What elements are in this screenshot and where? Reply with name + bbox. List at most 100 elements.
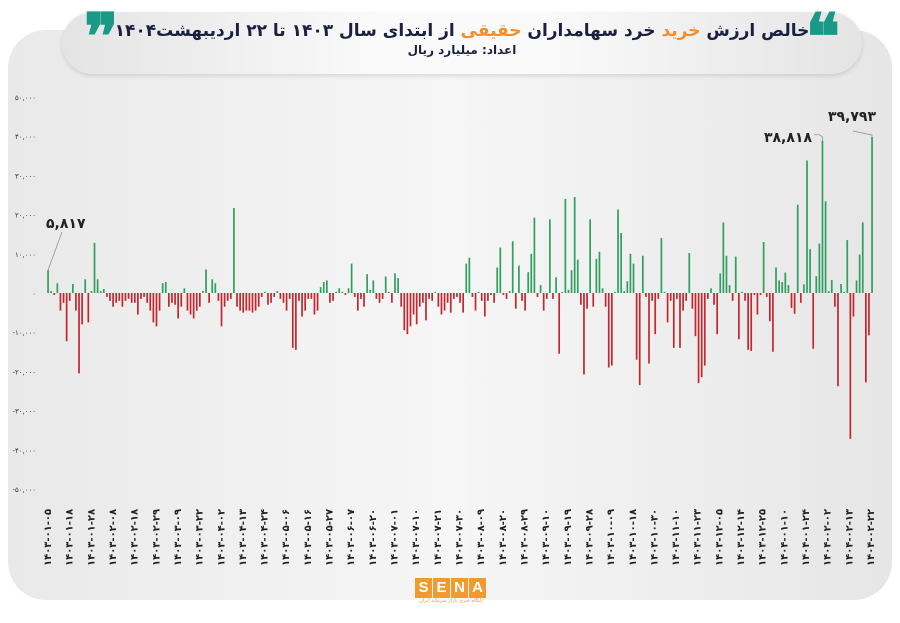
- bar-negative: [229, 293, 232, 299]
- bar-negative: [121, 293, 124, 307]
- bar-positive: [806, 160, 808, 293]
- x-tick-label: ۱۴۰۳-۰۸-۲۹: [519, 509, 530, 566]
- bar-negative: [474, 293, 477, 311]
- bar-positive: [533, 217, 536, 293]
- bar-negative: [177, 293, 180, 319]
- bar-negative: [174, 293, 176, 305]
- bar-negative: [81, 293, 83, 325]
- bar-negative: [750, 293, 753, 352]
- bar-negative: [799, 293, 802, 303]
- bar-negative: [521, 293, 523, 301]
- title-part: خرد سهامداران: [521, 21, 662, 41]
- y-tick-label: -۴۰,۰۰۰: [12, 447, 36, 455]
- bar-positive: [576, 259, 579, 293]
- bar-positive: [796, 204, 799, 293]
- bar-positive: [734, 256, 737, 293]
- bar-negative: [226, 293, 229, 301]
- bar-negative: [713, 293, 715, 305]
- bar-negative: [75, 293, 77, 311]
- logo-letter: N: [451, 578, 468, 598]
- bar-negative: [471, 293, 474, 297]
- bar-negative: [356, 293, 359, 311]
- bar-positive: [861, 222, 864, 293]
- bar-positive: [214, 283, 217, 293]
- x-tick-label: ۱۴۰۳-۱۲-۰۵: [714, 509, 725, 566]
- x-tick-label: ۱۴۰۳-۰۹-۱۹: [563, 509, 574, 566]
- bar-positive: [102, 289, 105, 293]
- bar-negative: [254, 293, 257, 311]
- bar-positive: [818, 243, 821, 293]
- bar-positive: [202, 291, 204, 293]
- bar-negative: [217, 293, 220, 301]
- bar-positive: [264, 291, 266, 293]
- bar-negative: [137, 293, 139, 315]
- annotation-label: ۳۹,۷۹۳: [828, 109, 876, 125]
- bar-negative: [868, 293, 870, 336]
- bar-negative: [483, 293, 486, 317]
- bar-positive: [549, 219, 551, 293]
- bar-positive: [722, 222, 725, 293]
- title-banner: ❝ ❞ خالص ارزش خرید خرد سهامداران حقیقی ا…: [62, 6, 862, 74]
- bar-negative: [490, 293, 492, 295]
- x-tick-label: ۱۴۰۳-۰۶-۰۷: [346, 509, 357, 566]
- bar-negative: [279, 293, 282, 299]
- bar-negative: [115, 293, 118, 303]
- bar-negative: [186, 293, 189, 311]
- bar-positive: [629, 253, 632, 293]
- x-tick-label: ۱۴۰۳-۰۴-۰۲: [216, 509, 227, 566]
- bar-positive: [205, 269, 207, 293]
- logo-letter: A: [469, 578, 486, 598]
- bar-negative: [682, 293, 684, 311]
- bar-negative: [716, 293, 719, 335]
- bar-positive: [96, 279, 99, 293]
- y-tick-label: -۵۰,۰۰۰: [12, 486, 36, 494]
- x-tick-label: ۱۴۰۳-۰۳-۲۲: [195, 509, 206, 566]
- bar-negative: [737, 293, 740, 340]
- bar-positive: [347, 288, 350, 293]
- bar-positive: [56, 283, 59, 293]
- bar-negative: [403, 293, 406, 331]
- bar-negative: [344, 293, 347, 295]
- bar-negative: [542, 293, 545, 311]
- bar-positive: [623, 291, 626, 293]
- bar-negative: [604, 293, 607, 307]
- bar-negative: [592, 293, 595, 307]
- bar-positive: [803, 284, 805, 293]
- bar-negative: [171, 293, 173, 303]
- bar-negative: [406, 293, 409, 335]
- bar-negative: [666, 293, 669, 323]
- x-tick-label: ۱۴۰۳-۰۵-۰۶: [281, 509, 292, 566]
- bar-negative: [437, 293, 440, 307]
- bar-negative: [267, 293, 269, 305]
- bar-negative: [753, 293, 756, 295]
- bar-positive: [601, 288, 604, 293]
- bar-negative: [790, 293, 793, 308]
- bar-negative: [648, 293, 650, 364]
- bar-negative: [288, 293, 291, 299]
- bar-positive: [394, 273, 396, 293]
- bar-positive: [335, 291, 337, 293]
- bar-negative: [772, 293, 774, 352]
- bar-positive: [161, 283, 164, 293]
- y-tick-label: -۲۰,۰۰۰: [12, 368, 36, 376]
- bar-positive: [787, 285, 790, 293]
- bar-negative: [332, 293, 334, 301]
- y-tick-label: ۴۰,۰۰۰: [15, 133, 36, 141]
- bar-negative: [453, 293, 455, 299]
- x-tick-label: ۱۴۰۳-۰۹-۲۸: [584, 509, 595, 566]
- logo-letter: S: [415, 578, 432, 598]
- bar-negative: [583, 293, 585, 375]
- bar-positive: [570, 270, 573, 293]
- bar-negative: [487, 293, 489, 301]
- bar-negative: [744, 293, 746, 301]
- bar-positive: [434, 291, 437, 293]
- bar-negative: [236, 293, 238, 307]
- bar-negative: [645, 293, 647, 297]
- bar-negative: [536, 293, 539, 297]
- bar-negative: [756, 293, 759, 315]
- bar-negative: [310, 293, 313, 299]
- x-tick-label: ۱۴۰۳-۰۱-۱۸: [65, 509, 76, 566]
- bar-positive: [660, 238, 663, 293]
- annotation-leader-line: [814, 134, 823, 141]
